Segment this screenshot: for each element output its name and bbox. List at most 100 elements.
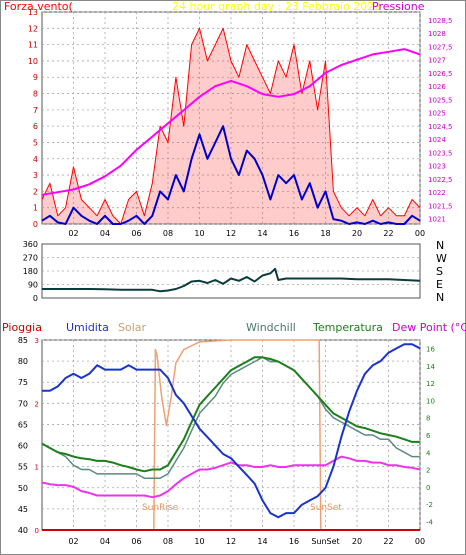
humidity-tick-label: 65 bbox=[18, 420, 28, 429]
dewpoint-line bbox=[41, 455, 421, 499]
temperature-tick-label: 0 bbox=[426, 484, 430, 492]
legend-dewpoint: Dew Point (°C) bbox=[392, 321, 466, 334]
humidity-tick-label: 80 bbox=[18, 357, 28, 366]
direction-letter-w: W bbox=[436, 252, 447, 265]
wind-speed-line bbox=[41, 27, 421, 225]
top-x-tick-label: 02 bbox=[68, 229, 78, 238]
wind-tick-label: 2 bbox=[33, 187, 38, 196]
top-x-tick-label: 04 bbox=[100, 229, 110, 238]
series-layer bbox=[41, 27, 421, 531]
rain-tick-label: 3 bbox=[35, 337, 39, 345]
wind-tick-label: 12 bbox=[28, 24, 38, 33]
direction-letter-e: E bbox=[436, 278, 443, 291]
sunrise-annotation: SunRise bbox=[142, 503, 179, 513]
bottom-x-tick-label: 22 bbox=[383, 537, 393, 546]
pressure-tick-label: 1021,5 bbox=[428, 202, 453, 210]
humidity-tick-label: 45 bbox=[18, 505, 28, 514]
bottom-x-tick-label: 14 bbox=[257, 537, 267, 546]
pressure-tick-label: 1024 bbox=[428, 136, 446, 144]
pressure-tick-label: 1026 bbox=[428, 83, 446, 91]
legend-rain: Pioggia bbox=[2, 321, 42, 334]
rain-tick-label: 1 bbox=[35, 464, 39, 472]
pressure-tick-label: 1024,5 bbox=[428, 123, 453, 131]
wind-tick-label: 13 bbox=[28, 8, 38, 17]
wind-direction-line bbox=[42, 267, 421, 293]
wind-tick-label: 1 bbox=[33, 204, 38, 213]
humidity-tick-label: 40 bbox=[18, 526, 28, 535]
direction-tick-label: 360 bbox=[23, 240, 38, 249]
direction-tick-label: 180 bbox=[23, 267, 38, 276]
temperature-tick-label: 12 bbox=[426, 380, 435, 388]
top-x-tick-label: 18 bbox=[320, 229, 330, 238]
bottom-x-tick-label: 00 bbox=[415, 537, 425, 546]
rain-tick-label: 0 bbox=[35, 527, 39, 535]
pressure-tick-label: 1022 bbox=[428, 189, 446, 197]
humidity-tick-label: 85 bbox=[18, 336, 28, 345]
wind-tick-label: 7 bbox=[33, 106, 38, 115]
bottom-x-tick-label: 16 bbox=[289, 537, 299, 546]
direction-letter-n-bottom: N bbox=[436, 291, 444, 304]
top-x-tick-label: 12 bbox=[226, 229, 236, 238]
tick-layer: 01234567891011121310211021,510221022,510… bbox=[18, 8, 453, 546]
pressure-tick-label: 1021 bbox=[428, 216, 446, 224]
humidity-tick-label: 60 bbox=[18, 442, 28, 451]
legend-windchill: Windchill bbox=[246, 321, 296, 334]
bottom-x-tick-label: 06 bbox=[131, 537, 141, 546]
bottom-x-tick-label: 10 bbox=[194, 537, 204, 546]
sunset-annotation: SunSet bbox=[310, 503, 342, 513]
bottom-x-tick-label: 02 bbox=[68, 537, 78, 546]
pressure-tick-label: 1022,5 bbox=[428, 176, 453, 184]
temperature-tick-label: 4 bbox=[426, 449, 431, 457]
humidity-line bbox=[42, 343, 421, 519]
pressure-tick-label: 1025 bbox=[428, 110, 446, 118]
top-x-tick-label: 06 bbox=[131, 229, 141, 238]
wind-tick-label: 6 bbox=[33, 122, 38, 131]
direction-letter-s: S bbox=[436, 265, 443, 278]
wind-gust-area bbox=[42, 28, 420, 224]
temperature-tick-label: -4 bbox=[426, 518, 434, 526]
rain-tick-label: 2 bbox=[35, 400, 39, 408]
pressure-tick-label: 1023 bbox=[428, 163, 446, 171]
wind-tick-label: 8 bbox=[33, 90, 38, 99]
pressure-tick-label: 1025,5 bbox=[428, 96, 453, 104]
humidity-tick-label: 75 bbox=[18, 378, 28, 387]
pressure-tick-label: 1027,5 bbox=[428, 43, 453, 51]
wind-tick-label: 10 bbox=[28, 57, 38, 66]
top-x-tick-label: 20 bbox=[352, 229, 362, 238]
top-x-tick-label: 08 bbox=[163, 229, 173, 238]
top-x-tick-label: 16 bbox=[289, 229, 299, 238]
pressure-tick-label: 1026,5 bbox=[428, 70, 453, 78]
wind-tick-label: 5 bbox=[33, 138, 38, 147]
temperature-line bbox=[41, 356, 420, 473]
pressure-tick-label: 1028,5 bbox=[428, 17, 453, 25]
temperature-tick-label: 6 bbox=[426, 432, 431, 440]
bottom-x-tick-label: 12 bbox=[226, 537, 236, 546]
wind-tick-label: 3 bbox=[33, 171, 38, 180]
wind-tick-label: 4 bbox=[33, 155, 38, 164]
pressure-axis-label: Pressione bbox=[372, 0, 425, 13]
top-x-tick-label: 10 bbox=[194, 229, 204, 238]
humidity-tick-label: 55 bbox=[18, 463, 28, 472]
bottom-x-tick-label: 08 bbox=[163, 537, 173, 546]
bottom-x-tick-label: SunSet bbox=[311, 537, 339, 546]
temperature-tick-label: -2 bbox=[426, 501, 433, 509]
direction-letter-n-top: N bbox=[436, 239, 444, 252]
temperature-tick-label: 10 bbox=[426, 397, 435, 405]
pressure-line bbox=[41, 48, 421, 196]
direction-tick-label: 270 bbox=[23, 254, 38, 263]
temperature-tick-label: 8 bbox=[426, 415, 430, 423]
legend-temperature: Temperatura bbox=[312, 321, 383, 334]
wind-axis-label: Forza vento( bbox=[4, 0, 73, 13]
legend-solar: Solar bbox=[118, 321, 147, 334]
top-x-tick-label: 22 bbox=[383, 229, 393, 238]
pressure-tick-label: 1027 bbox=[428, 57, 446, 65]
temperature-tick-label: 14 bbox=[426, 363, 435, 371]
windchill-line bbox=[41, 356, 420, 479]
pressure-tick-label: 1028 bbox=[428, 30, 446, 38]
humidity-tick-label: 50 bbox=[18, 484, 28, 493]
chart-title: 24 hour graph day : 23 Febbraio 2022 bbox=[172, 0, 381, 13]
humidity-tick-label: 70 bbox=[18, 399, 28, 408]
temperature-tick-label: 16 bbox=[426, 346, 435, 354]
direction-tick-label: 0 bbox=[33, 294, 38, 303]
